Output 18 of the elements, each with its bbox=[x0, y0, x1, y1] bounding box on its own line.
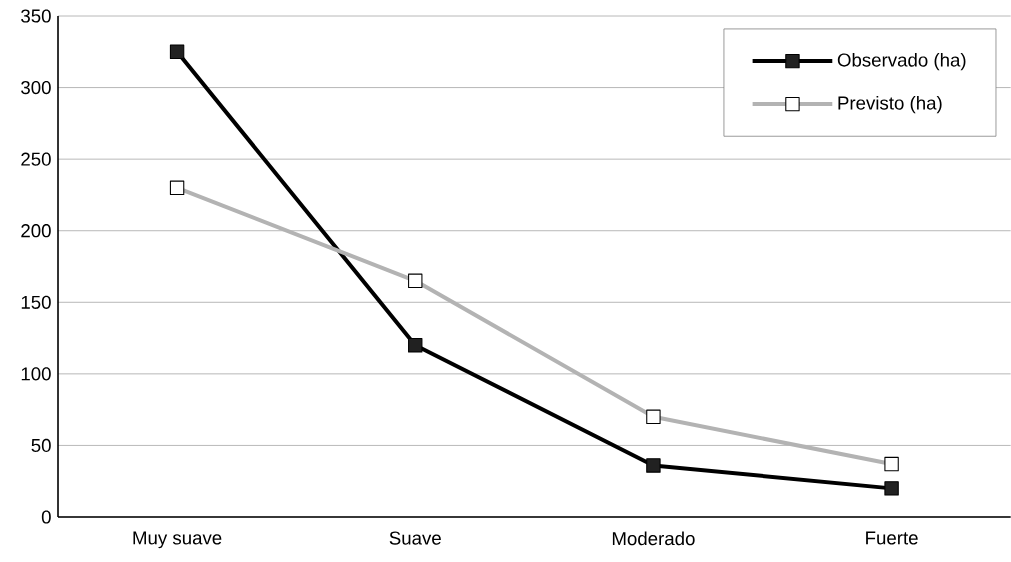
point bbox=[408, 338, 423, 353]
y-tick-label: 300 bbox=[21, 80, 51, 95]
point bbox=[646, 458, 661, 473]
point bbox=[169, 44, 185, 59]
x-tick-label: Suave bbox=[389, 531, 441, 545]
y-tick-label: 100 bbox=[21, 367, 51, 381]
legend-label: Observado (ha) bbox=[837, 52, 966, 71]
y-tick-label: 150 bbox=[21, 295, 51, 309]
point bbox=[884, 481, 899, 496]
x-tick-label: Fuerte bbox=[866, 531, 918, 545]
y-tick-label: 0 bbox=[41, 510, 51, 524]
y-tick-label: 350 bbox=[21, 9, 51, 23]
x-tick-label: Moderado bbox=[612, 531, 695, 546]
x-tick-label: Muy suave bbox=[133, 531, 222, 549]
y-tick-label: 200 bbox=[21, 224, 51, 238]
legend-label: Previsto (ha) bbox=[838, 95, 942, 114]
y-tick-label: 50 bbox=[31, 438, 51, 453]
y-tick-label: 250 bbox=[21, 152, 51, 166]
